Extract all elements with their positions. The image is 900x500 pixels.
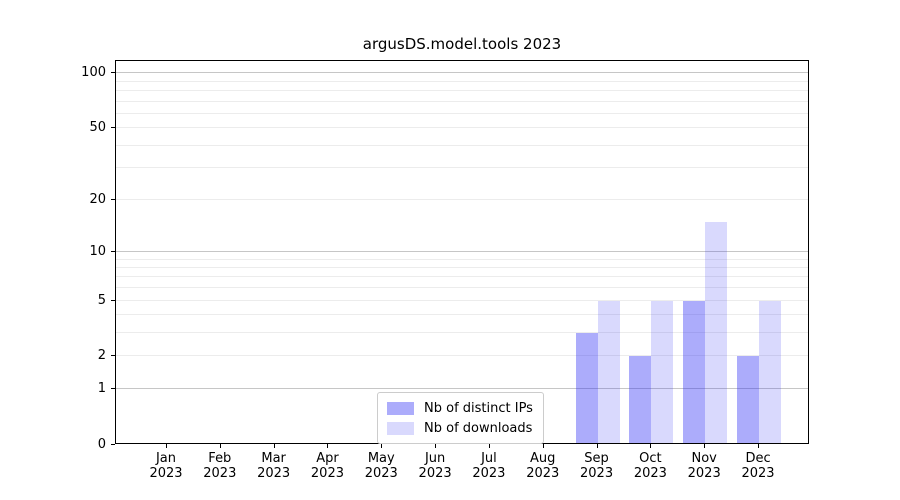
legend-label: Nb of distinct IPs [424,400,533,416]
y-tick-label: 0 [97,437,106,452]
bar-ips-nov [683,300,706,443]
x-tick-label: Mar 2023 [257,451,291,481]
y-tick-label: 5 [97,292,106,308]
gridline-minor [116,167,808,169]
x-axis-tick [704,444,706,448]
y-tick-label: 20 [89,191,106,207]
plot-area [115,60,809,444]
x-tick-label: May 2023 [364,451,398,481]
x-axis-tick [219,444,221,448]
bar-downloads-dec [759,300,782,443]
bar-downloads-nov [705,221,728,443]
x-axis-tick [650,444,652,448]
y-axis-tick [111,72,115,74]
gridline-major [116,72,808,74]
gridline-minor [116,266,808,268]
y-tick-label: 50 [89,120,106,136]
gridline-minor [116,89,808,91]
legend-row: Nb of downloads [387,418,533,438]
gridline-major [116,388,808,390]
gridline-minor [116,276,808,278]
legend: Nb of distinct IPs Nb of downloads [377,392,544,444]
bar-ips-oct [629,356,652,443]
x-tick-label: Sep 2023 [580,451,614,481]
gridline-minor [116,127,808,129]
x-tick-label: Dec 2023 [741,451,775,481]
y-axis-tick [111,250,115,252]
y-axis-tick [111,388,115,390]
x-axis-tick [488,444,490,448]
x-axis-tick [327,444,329,448]
y-tick-label: 2 [97,348,106,364]
x-axis-tick [166,444,167,448]
gridline-minor [116,100,808,102]
bar-ips-sep [575,333,598,443]
x-axis-tick [273,444,275,448]
x-tick-label: Jun 2023 [418,451,452,481]
y-axis-tick [111,355,115,357]
y-tick-label: 1 [97,381,106,397]
y-axis-tick [111,127,115,129]
legend-swatch-distinct-ips [387,401,414,415]
x-axis-tick [381,444,383,448]
gridline-minor [116,144,808,146]
x-axis-tick [596,444,598,448]
x-axis-tick [435,444,437,448]
x-axis-tick [758,444,760,448]
gridline-minor [116,299,808,301]
x-tick-label: Jul 2023 [472,451,506,481]
x-tick-label: Apr 2023 [310,451,344,481]
bar-downloads-oct [651,300,674,443]
gridline-minor [116,332,808,334]
x-tick-label: Aug 2023 [526,451,560,481]
gridline-minor [116,314,808,316]
legend-label: Nb of downloads [424,420,533,436]
gridline-major [116,250,808,252]
y-axis-tick [111,444,115,445]
x-tick-label: Feb 2023 [203,451,237,481]
gridline-minor [116,355,808,357]
y-tick-label: 10 [89,243,106,259]
x-tick-label: Jan 2023 [149,451,183,481]
bar-ips-dec [737,356,760,443]
gridline-minor [116,112,808,114]
gridline-minor [116,198,808,200]
y-axis-tick [111,198,115,200]
y-tick-label: 100 [81,65,106,81]
x-tick-label: Oct 2023 [633,451,667,481]
x-axis-tick [542,444,544,448]
legend-row: Nb of distinct IPs [387,398,533,418]
gridline-minor [116,258,808,260]
chart-title: argusDS.model.tools 2023 [362,35,562,53]
bar-downloads-sep [597,300,620,443]
x-tick-label: Nov 2023 [687,451,721,481]
y-axis-tick [111,299,115,301]
legend-swatch-downloads [387,421,414,435]
gridline-minor [116,287,808,289]
gridline-minor [116,80,808,82]
